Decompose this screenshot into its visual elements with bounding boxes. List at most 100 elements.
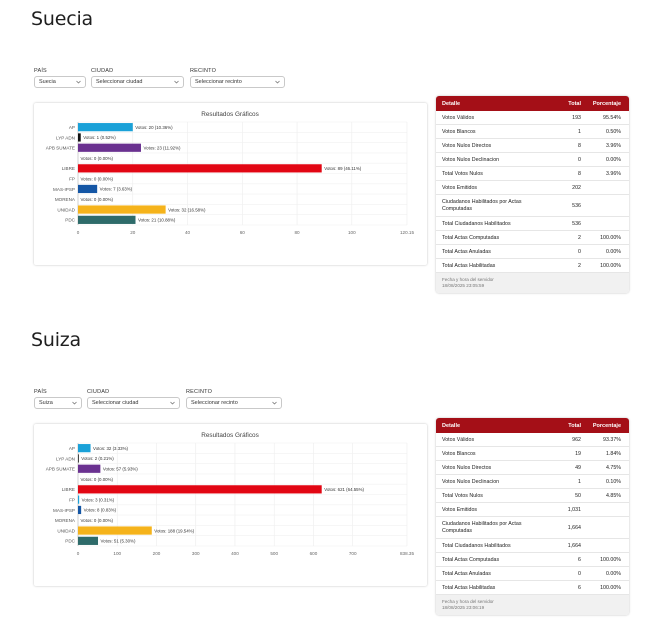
ciudad-select[interactable]: Seleccionar ciudad xyxy=(87,397,180,409)
cell-detalle: Votos Nulos Declinacion xyxy=(442,156,500,163)
category-label: FP xyxy=(69,176,75,181)
cell-porcentaje: 3.96% xyxy=(605,142,621,149)
category-label: UNIDAD xyxy=(57,528,75,533)
table-row: Votos Blancos 19 1.84% xyxy=(436,447,629,461)
cell-total: 193 xyxy=(572,114,581,121)
bar-value-label: Votos: 20 (10.36%) xyxy=(135,125,173,130)
country-title: Suecia xyxy=(31,8,93,30)
pais-select-value: Suiza xyxy=(39,400,53,406)
cell-detalle: Votos Nulos Directos xyxy=(442,464,492,471)
results-table-header: Detalle Total Porcentaje xyxy=(436,418,629,433)
cell-detalle: Total Actas Computadas xyxy=(442,234,500,241)
cell-porcentaje: 100.00% xyxy=(600,262,621,269)
cell-porcentaje: 93.37% xyxy=(603,436,621,443)
category-label: LIBRE xyxy=(62,166,75,171)
cell-porcentaje: 0.50% xyxy=(605,128,621,135)
chart-title: Resultados Gráficos xyxy=(201,111,259,118)
bar-value-label: Votos: 3 (0.31%) xyxy=(82,497,115,502)
category-label: LYP ADN xyxy=(56,456,75,461)
cell-detalle: Total Actas Habilitadas xyxy=(442,584,496,591)
bar-value-label: Votos: 57 (5.93%) xyxy=(103,466,138,471)
category-label: MAS-IPSP xyxy=(53,508,75,513)
recinto-label: RECINTO xyxy=(186,389,213,395)
x-tick-label: 600 xyxy=(310,551,318,556)
cell-detalle: Votos Nulos Declinacion xyxy=(442,478,500,485)
ciudad-select-value: Seleccionar ciudad xyxy=(96,79,143,85)
cell-detalle: Votos Emitidos xyxy=(442,506,478,513)
bar xyxy=(78,464,101,473)
cell-detalle: Total Actas Habilitadas xyxy=(442,262,496,269)
ciudad-label: CIUDAD xyxy=(87,389,110,395)
category-label: LIBRE xyxy=(62,487,75,492)
cell-total: 1 xyxy=(578,478,581,485)
table-row: Total Actas Anuladas 0 0.00% xyxy=(436,245,629,259)
cell-total: 2 xyxy=(578,234,581,241)
bar-value-label: Votos: 1 (0.52%) xyxy=(83,135,116,140)
chart-title: Resultados Gráficos xyxy=(201,432,259,439)
table-row: Ciudadanos Habilitados por Actas Computa… xyxy=(436,517,629,539)
col-detalle-header: Detalle xyxy=(442,100,461,107)
bar-value-label: Votos: 2 (0.21%) xyxy=(81,456,114,461)
category-label: MORENA xyxy=(55,518,76,523)
table-row: Votos Nulos Declinacion 0 0.00% xyxy=(436,153,629,167)
recinto-select[interactable]: Seleccionar recinto xyxy=(186,397,282,409)
cell-porcentaje: 0.10% xyxy=(605,478,621,485)
bar xyxy=(78,133,81,142)
cell-total: 0 xyxy=(578,156,581,163)
bar xyxy=(78,485,322,494)
category-label: AP xyxy=(69,446,75,451)
category-label: APB SUMATE xyxy=(46,467,75,472)
cell-detalle: Total Ciudadanos Habilitados xyxy=(442,220,511,227)
cell-total: 1 xyxy=(578,128,581,135)
col-porcentaje-header: Porcentaje xyxy=(592,100,621,107)
col-porcentaje-header: Porcentaje xyxy=(592,422,621,429)
cell-porcentaje: 4.75% xyxy=(605,464,621,471)
pais-select[interactable]: Suiza xyxy=(34,397,82,409)
results-table-header: Detalle Total Porcentaje xyxy=(436,96,629,111)
bar-value-label: Votos: 51 (5.30%) xyxy=(101,539,136,544)
table-row: Votos Nulos Declinacion 1 0.10% xyxy=(436,475,629,489)
x-tick-label: 60 xyxy=(240,230,246,235)
cell-porcentaje: 4.85% xyxy=(605,492,621,499)
pais-filter: PAÍS Suiza xyxy=(34,389,82,409)
bar-value-label: Votos: 8 (0.83%) xyxy=(84,508,117,513)
category-label: FP xyxy=(69,497,75,502)
country-section-suecia: Suecia PAÍS Suecia CIUDAD Seleccionar ci… xyxy=(31,8,629,293)
pais-label: PAÍS xyxy=(34,389,47,395)
table-row: Votos Válidos 193 95.54% xyxy=(436,111,629,125)
x-tick-label: 300 xyxy=(192,551,200,556)
recinto-filter: RECINTO Seleccionar recinto xyxy=(190,68,285,88)
cell-total: 19 xyxy=(575,450,581,457)
bar-value-label: Votos: 21 (10.88%) xyxy=(138,218,176,223)
table-row: Total Actas Computadas 6 100.00% xyxy=(436,553,629,567)
cell-total: 536 xyxy=(572,220,581,227)
x-tick-label: 200 xyxy=(153,551,161,556)
cell-porcentaje: 1.84% xyxy=(605,450,621,457)
col-total-header: Total xyxy=(568,422,581,429)
bar xyxy=(78,123,133,132)
cell-porcentaje: 95.54% xyxy=(603,114,621,121)
recinto-select[interactable]: Seleccionar recinto xyxy=(190,76,285,88)
bar-value-label: Votos: 32 (3.33%) xyxy=(93,446,128,451)
cell-detalle: Total Actas Anuladas xyxy=(442,570,491,577)
cell-detalle: Votos Válidos xyxy=(442,114,475,121)
x-tick-label: 20 xyxy=(130,230,136,235)
category-label: PDC xyxy=(65,539,75,544)
cell-total: 6 xyxy=(578,584,581,591)
x-tick-label: 0 xyxy=(77,551,80,556)
bar-value-label: Votos: 0 (0.00%) xyxy=(81,518,114,523)
cell-porcentaje: 0.00% xyxy=(605,156,621,163)
cell-detalle: Ciudadanos Habilitados por Actas Computa… xyxy=(442,520,522,534)
x-tick-label: 40 xyxy=(185,230,191,235)
x-tick-label: 700 xyxy=(349,551,357,556)
recinto-label: RECINTO xyxy=(190,68,217,74)
cell-total: 536 xyxy=(572,202,581,209)
cell-total: 8 xyxy=(578,142,581,149)
server-time-footer: Fecha y hora del servidor 18/08/2025 23:… xyxy=(436,595,629,615)
results-bar-chart: Resultados Gráficos AP Votos: 32 (3.33%) LY… xyxy=(46,432,415,556)
pais-select[interactable]: Suecia xyxy=(34,76,86,88)
cell-total: 8 xyxy=(578,170,581,177)
table-row: Total Actas Habilitadas 2 100.00% xyxy=(436,259,629,273)
ciudad-select[interactable]: Seleccionar ciudad xyxy=(91,76,184,88)
server-time-value: 18/08/2025 23:06:19 xyxy=(442,605,485,610)
